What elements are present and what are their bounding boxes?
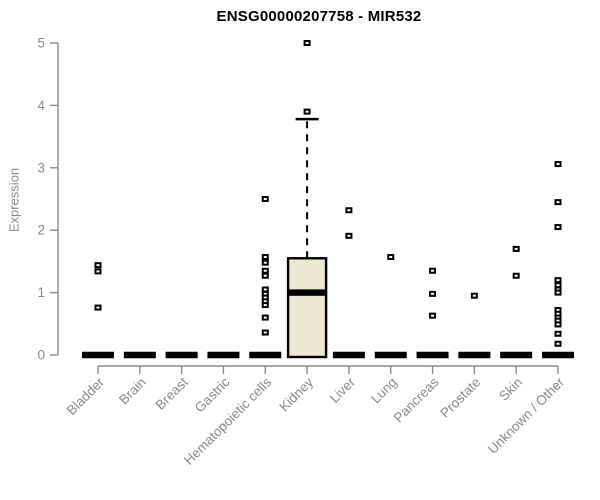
zero-dash [416,351,449,359]
y-tick-label: 0 [37,348,45,363]
box-kidney [286,257,328,359]
outlier-point-center [556,201,560,204]
zero-dash [123,351,156,359]
x-tick-label: Prostate [437,375,483,421]
outlier-point-center [263,292,267,295]
zero-dash [249,351,282,359]
y-tick-label: 1 [37,285,45,300]
x-tick-label: Gastric [192,374,233,415]
outlier-point-center [305,110,309,113]
outlier-point-center [556,309,560,312]
x-tick-label: Brain [116,375,149,408]
outlier-point-center [556,284,560,287]
x-tick-label: Breast [153,374,191,412]
outlier-point-center [263,269,267,272]
x-tick-label: Lung [368,375,400,407]
outlier-point-center [389,256,393,259]
outlier-point-center [472,294,476,297]
outlier-point-center [263,274,267,277]
zero-dash [165,351,198,359]
x-tick-label: Pancreas [391,374,442,425]
outlier-point-center [263,296,267,299]
zero-dash [458,351,491,359]
x-tick-label: Liver [327,374,359,406]
outlier-point-center [556,332,560,335]
outlier-point-center [263,331,267,334]
outlier-point-center [431,269,435,272]
outlier-point-center [556,279,560,282]
outlier-point-center [347,209,351,212]
outlier-point-center [514,274,518,277]
outlier-point-center [305,42,309,44]
outlier-point-center [263,300,267,303]
outlier-point-center [556,316,560,319]
outlier-point-center [556,226,560,229]
outlier-point-center [96,306,100,309]
outlier-point-center [263,288,267,291]
outlier-point-center [263,198,267,200]
outlier-point-center [556,319,560,322]
x-tick-label: Kidney [276,374,316,414]
y-tick-label: 3 [37,160,45,175]
outlier-point-center [263,261,267,264]
zero-dash [207,351,240,359]
zero-dash [82,351,114,359]
outlier-point-center [556,288,560,291]
zero-dash [500,351,533,359]
x-tick-label: Unknown / Other [485,374,568,457]
outlier-point-center [514,247,518,250]
outlier-point-center [556,342,560,345]
outlier-point-center [556,312,560,315]
median-line [288,289,327,296]
y-tick-label: 5 [37,36,45,51]
outlier-point-center [96,264,100,267]
outlier-point-center [431,292,435,295]
outlier-point-center [556,323,560,326]
outlier-point-center [263,316,267,319]
zero-dash [332,351,365,359]
y-tick-label: 4 [37,98,45,113]
outlier-point-center [263,304,267,307]
y-tick-label: 2 [37,223,45,238]
x-tick-label: Skin [496,375,525,404]
outlier-point-center [347,234,351,237]
outlier-point-center [556,291,560,294]
zero-dash [542,351,574,359]
outlier-point-center [431,314,435,317]
outlier-point-center [263,256,267,259]
chart-title: ENSG00000207758 - MIR532 [216,8,422,25]
x-tick-label: Bladder [64,374,108,418]
zero-dash [374,351,407,359]
outlier-point-center [556,163,560,166]
outlier-point-center [96,270,100,273]
